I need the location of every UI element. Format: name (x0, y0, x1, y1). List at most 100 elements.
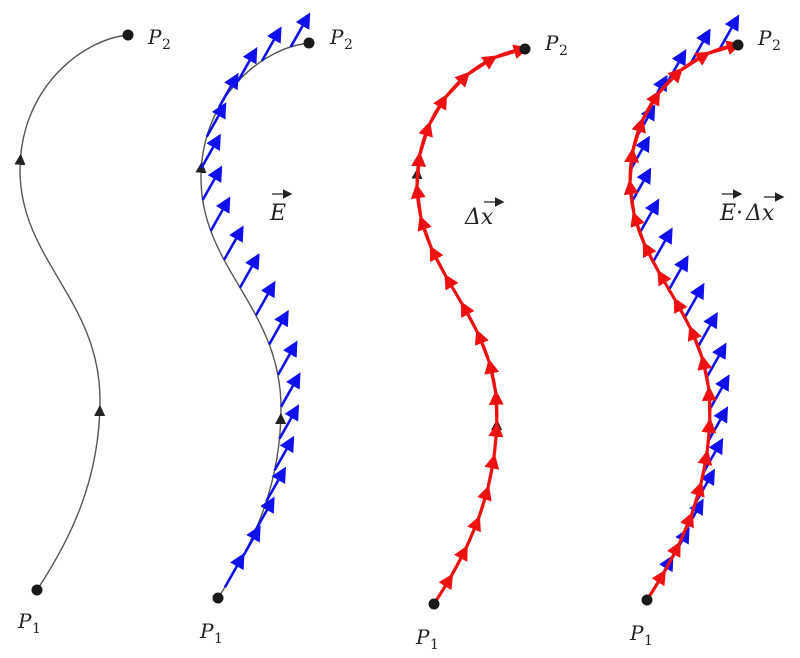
displacement-vector-arrow (679, 51, 711, 72)
point-p2 (122, 29, 134, 41)
field-vector-arrow (638, 198, 660, 234)
field-vector-arrow (268, 309, 289, 345)
field-vector-arrow (651, 227, 673, 263)
field-vector-arrow (689, 28, 711, 64)
dot-product-dx-label: Δx (745, 201, 775, 226)
field-vector-arrow (201, 165, 223, 201)
panel-field-along-path (195, 12, 315, 604)
field-vector-arrow (209, 196, 231, 232)
displacement-vector-arrow (488, 389, 504, 426)
displacement-vector-arrow (476, 485, 492, 520)
displacement-vector-arrow (706, 40, 742, 56)
panel-displacement-along-path (410, 43, 531, 610)
field-vector-arrow (265, 466, 286, 502)
field-vector-arrow (217, 72, 239, 108)
point-p1 (31, 584, 43, 596)
displacement-vector-arrow (449, 545, 468, 578)
p1-label: P (415, 625, 430, 649)
displacement-vector-arrow (640, 89, 661, 122)
displacement-vector-arrow (427, 93, 448, 126)
dot-product-e-label: E (719, 201, 736, 226)
field-vector-arrow (683, 282, 705, 318)
point-p1 (428, 598, 440, 610)
displacement-vector-arrow (464, 515, 481, 550)
point-p1 (212, 592, 224, 604)
point-p2 (732, 39, 744, 51)
p2-subscript: 2 (344, 37, 353, 53)
p2-label: P (544, 31, 559, 55)
field-vector-arrow (278, 404, 300, 440)
p1-subscript: 1 (214, 631, 223, 647)
displacement-vector-arrow (474, 329, 491, 364)
displacement-vector-arrow (410, 183, 426, 220)
displacement-vector-arrow (662, 541, 681, 574)
displacement-vector-arrow (466, 55, 498, 76)
panel-4-labels: P 1 P 2 E · Δx (629, 26, 785, 649)
displacement-vector-arrow (488, 421, 504, 458)
panel-path (14, 29, 134, 596)
panel-2-labels: P 1 P 2 E (199, 25, 353, 647)
field-vector-arrow (697, 311, 718, 347)
panel-1-labels: P 1 P 2 (17, 25, 171, 637)
displacement-vector-arrow (484, 358, 500, 395)
displacement-path (415, 47, 526, 605)
field-vector-arrow (260, 26, 282, 62)
field-vector-arrow (236, 47, 258, 83)
field-vector-arrow (630, 167, 652, 203)
field-vector-arrow (705, 342, 727, 378)
displacement-vector-arrow (697, 354, 713, 391)
displacement-vector-arrow (657, 67, 684, 95)
field-vector-arrow (276, 340, 298, 376)
point-p2 (303, 37, 315, 49)
displacement-vector-arrow (677, 511, 694, 546)
p2-subscript: 2 (162, 37, 171, 53)
field-vector-arrow (223, 552, 245, 588)
point-p1 (641, 594, 653, 606)
p1-label: P (629, 621, 644, 645)
displacement-vector-arrow (493, 44, 529, 60)
p2-label: P (147, 25, 162, 49)
displacement-vector-arrow (631, 117, 646, 152)
displacement-vector-arrow (673, 297, 693, 330)
displacement-vector-arrow (418, 121, 433, 156)
displacement-vector-arrow (657, 269, 677, 302)
field-vector-arrow (289, 12, 311, 48)
field-vector-arrow (708, 374, 730, 410)
displacement-vector-arrow (444, 71, 471, 99)
integration-path (19, 34, 129, 591)
displacement-vector-arrow (417, 215, 434, 250)
dot-product-dot: · (736, 201, 743, 226)
displacement-vector-arrow (687, 325, 704, 360)
p1-label: P (17, 609, 32, 633)
field-vector-arrow (205, 102, 227, 138)
p2-label: P (329, 25, 344, 49)
field-vector-arrow (239, 525, 261, 561)
displacement-vector-arrow (701, 385, 717, 422)
p2-subscript: 2 (559, 43, 568, 59)
p1-subscript: 1 (430, 637, 439, 653)
displacement-vector-arrow (630, 211, 647, 246)
integration-path (416, 48, 526, 605)
p1-subscript: 1 (32, 621, 41, 637)
p2-subscript: 2 (772, 38, 781, 54)
displacement-vector-arrow (460, 301, 480, 334)
displacement-vector-label: Δx (464, 205, 494, 230)
field-vector-arrow (667, 255, 689, 291)
displacement-vector-arrow (701, 417, 717, 454)
field-vector-arrow (718, 14, 740, 50)
field-vector-arrow (253, 496, 275, 532)
field-vector-arrow (222, 225, 244, 261)
displacement-vector-arrow (624, 147, 640, 184)
displacement-vector-arrow (642, 241, 661, 274)
field-vector-label: E (269, 201, 286, 226)
field-vector-arrow (200, 133, 221, 169)
p1-subscript: 1 (644, 633, 653, 649)
p2-label: P (757, 26, 772, 50)
p1-label: P (199, 619, 214, 643)
displacement-vector-arrow (411, 151, 427, 188)
field-vector-arrow (279, 372, 301, 408)
field-vector-arrow (254, 280, 276, 316)
integration-path (200, 42, 310, 599)
integration-path (629, 44, 739, 601)
